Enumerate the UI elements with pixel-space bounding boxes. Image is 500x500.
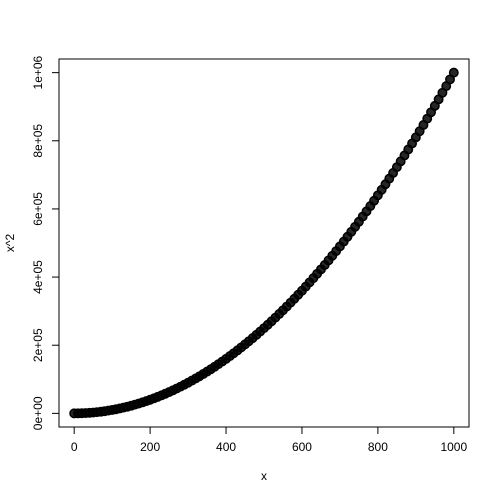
x-tick-label: 800	[368, 440, 388, 454]
x-tick-label: 600	[292, 440, 312, 454]
y-tick-label: 6e+05	[31, 192, 45, 226]
y-axis-label: x^2	[3, 234, 17, 253]
plot-box	[58, 58, 470, 428]
x-tick-label: 200	[140, 440, 160, 454]
x-tick-label: 0	[71, 440, 78, 454]
y-tick-label: 8e+05	[31, 124, 45, 158]
x-tick-label: 400	[216, 440, 236, 454]
point	[448, 67, 459, 78]
y-tick-label: 4e+05	[31, 260, 45, 294]
y-tick-label: 2e+05	[31, 328, 45, 362]
y-tick-label: 1e+06	[31, 55, 45, 89]
x-axis-label: x	[261, 469, 267, 483]
x-tick-label: 1000	[440, 440, 467, 454]
y-tick-label: 0e+00	[31, 396, 45, 430]
